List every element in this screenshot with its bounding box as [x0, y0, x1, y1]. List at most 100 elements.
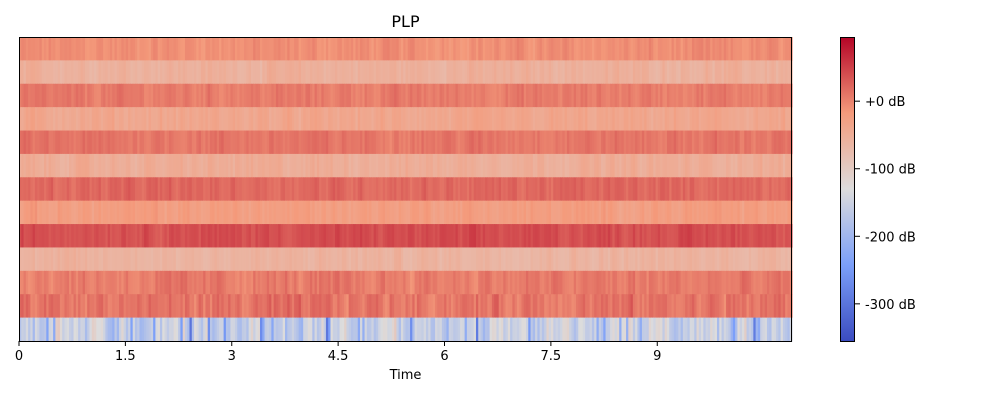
heatmap-cell — [169, 37, 172, 61]
heatmap-cell — [385, 200, 388, 225]
heatmap-cell — [423, 317, 427, 342]
heatmap-cell — [612, 107, 616, 132]
heatmap-cell — [255, 153, 259, 178]
heatmap-cell — [589, 130, 593, 155]
heatmap-cell — [230, 294, 234, 319]
heatmap-cell — [289, 107, 293, 132]
heatmap-cell — [344, 107, 347, 132]
heatmap-cell — [157, 83, 161, 108]
heatmap-cell — [39, 200, 43, 225]
heatmap-cell — [500, 317, 504, 342]
heatmap-cell — [98, 130, 102, 155]
heatmap-cell — [150, 130, 154, 155]
heatmap-cell — [598, 224, 602, 249]
heatmap-cell — [387, 270, 391, 295]
heatmap-cell — [753, 247, 757, 272]
heatmap-cell — [105, 177, 109, 202]
heatmap-cell — [296, 153, 300, 178]
heatmap-cell — [514, 224, 518, 249]
heatmap-cell — [139, 153, 143, 178]
heatmap-cell — [139, 37, 143, 61]
heatmap-cell — [128, 60, 131, 85]
heatmap-cell — [551, 317, 554, 342]
heatmap-cell — [732, 153, 736, 178]
heatmap-cell — [537, 247, 541, 272]
heatmap-cell — [275, 130, 279, 155]
heatmap-cell — [510, 317, 513, 342]
heatmap-cell — [703, 224, 707, 249]
heatmap-cell — [180, 83, 184, 108]
heatmap-cell — [59, 270, 63, 295]
heatmap-cell — [628, 130, 632, 155]
heatmap-cell — [669, 294, 673, 319]
heatmap-cell — [666, 224, 670, 249]
heatmap-cell — [155, 107, 159, 132]
heatmap-cell — [573, 247, 577, 272]
heatmap-cell — [551, 107, 554, 132]
heatmap-cell — [255, 177, 259, 202]
heatmap-cell — [319, 200, 322, 225]
heatmap-cell — [180, 37, 184, 61]
heatmap-cell — [444, 37, 448, 61]
heatmap-cell — [316, 177, 320, 202]
heatmap-cell — [762, 317, 766, 342]
heatmap-cell — [53, 247, 56, 272]
heatmap-cell — [448, 247, 452, 272]
heatmap-cell — [225, 317, 229, 342]
heatmap-cell — [153, 294, 157, 319]
heatmap-cell — [730, 37, 734, 61]
heatmap-cell — [153, 270, 157, 295]
heatmap-cell — [632, 224, 636, 249]
heatmap-cell — [555, 270, 559, 295]
heatmap-cell — [364, 247, 368, 272]
heatmap-cell — [132, 270, 136, 295]
heatmap-cell — [225, 270, 229, 295]
heatmap-cell — [66, 177, 70, 202]
heatmap-cell — [694, 37, 698, 61]
heatmap-cell — [685, 294, 689, 319]
heatmap-cell — [585, 177, 588, 202]
heatmap-cell — [616, 200, 620, 225]
heatmap-cell — [209, 177, 213, 202]
heatmap-cell — [294, 37, 297, 61]
heatmap-cell — [228, 200, 232, 225]
heatmap-cell — [771, 200, 775, 225]
plot-frame — [19, 37, 792, 342]
heatmap-cell — [198, 153, 202, 178]
heatmap-cell — [500, 177, 504, 202]
heatmap-cell — [219, 37, 222, 61]
heatmap-cell — [380, 294, 384, 319]
heatmap-cell — [628, 270, 632, 295]
heatmap-cell — [666, 153, 670, 178]
heatmap-cell — [412, 247, 416, 272]
heatmap-cell — [184, 294, 188, 319]
heatmap-cell — [537, 177, 541, 202]
heatmap-cell — [348, 130, 352, 155]
heatmap-cell — [737, 294, 741, 319]
heatmap-cell — [480, 130, 484, 155]
heatmap-cell — [651, 153, 654, 178]
heatmap-cell — [419, 200, 423, 225]
heatmap-cell — [685, 37, 689, 61]
heatmap-cell — [505, 83, 509, 108]
heatmap-cell — [250, 200, 254, 225]
heatmap-cell — [635, 177, 638, 202]
heatmap-cell — [394, 200, 397, 225]
heatmap-cell — [96, 177, 100, 202]
heatmap-cell — [98, 177, 102, 202]
heatmap-cell — [719, 200, 723, 225]
heatmap-cell — [546, 294, 550, 319]
heatmap-cell — [371, 83, 375, 108]
heatmap-cell — [50, 83, 54, 108]
heatmap-cell — [71, 247, 75, 272]
heatmap-cell — [369, 153, 372, 178]
heatmap-cell — [121, 294, 125, 319]
heatmap-cell — [751, 177, 754, 202]
heatmap-cell — [205, 177, 209, 202]
heatmap-cell — [369, 247, 372, 272]
heatmap-cell — [139, 60, 143, 85]
heatmap-cell — [96, 270, 100, 295]
heatmap-cell — [751, 317, 754, 342]
heatmap-cell — [591, 153, 595, 178]
heatmap-cell — [25, 107, 29, 132]
